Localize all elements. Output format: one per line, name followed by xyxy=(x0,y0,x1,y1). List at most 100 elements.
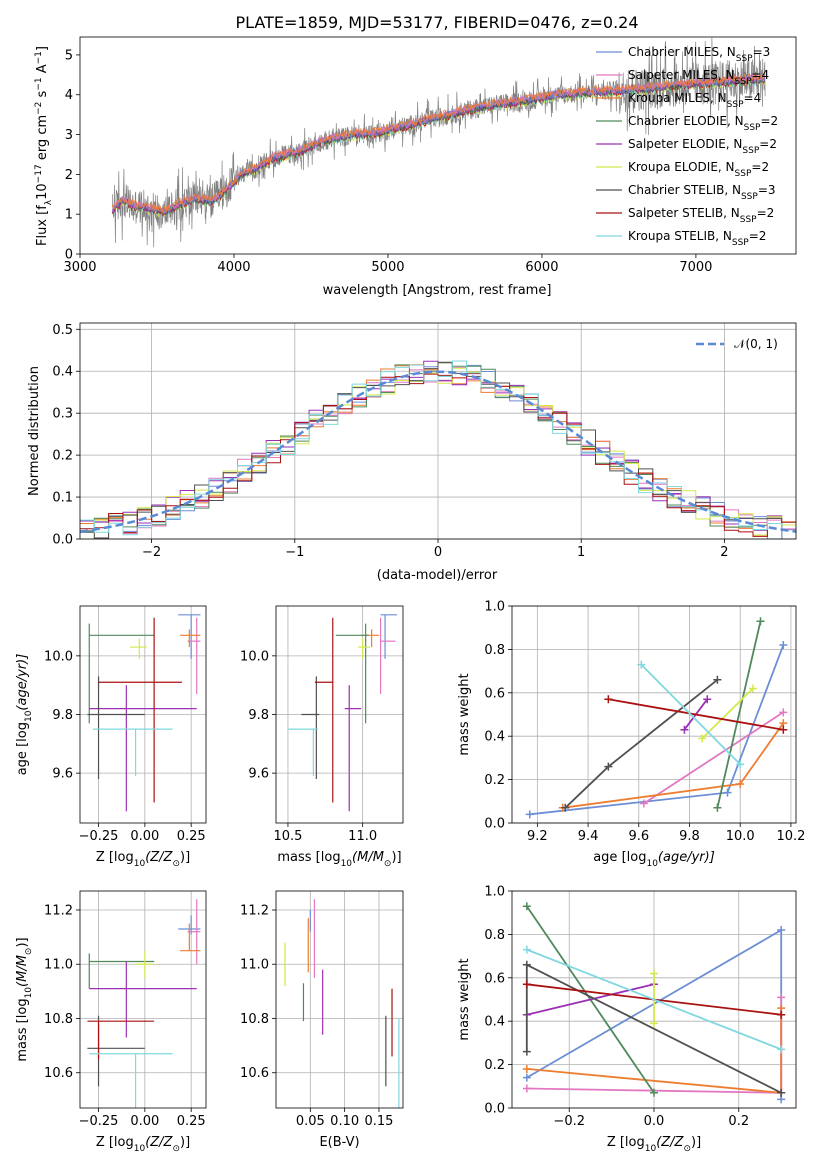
x-tick-label: −1 xyxy=(285,545,304,560)
axes-frame xyxy=(511,890,797,1109)
plot-age-Z xyxy=(87,614,201,812)
legend-entry: Chabrier MILES, NSSP=3 xyxy=(628,45,770,64)
mass-weight-series xyxy=(526,983,655,1016)
plot-massweight-Z xyxy=(522,902,786,1104)
legend-entry: Salpeter MILES, NSSP=4 xyxy=(628,68,769,87)
y-tick-label: 1.0 xyxy=(484,600,505,615)
y-tick-label: 9.8 xyxy=(248,708,269,723)
legend: Chabrier MILES, NSSP=3 Salpeter MILES, NS… xyxy=(596,45,778,248)
y-tick-label: 5 xyxy=(65,48,73,63)
mass-weight-series xyxy=(643,711,784,805)
y-tick-label: 1 xyxy=(65,208,73,223)
plot-residuals xyxy=(80,360,796,539)
y-axis-label: mass weight xyxy=(457,958,472,1040)
legend-entry: Chabrier STELIB, NSSP=3 xyxy=(628,183,776,202)
plot-area xyxy=(80,891,206,1108)
y-tick-label: 9.6 xyxy=(52,767,73,782)
errorbar-point xyxy=(92,728,173,777)
errorbar-point xyxy=(335,623,369,724)
x-tick-label: −0.25 xyxy=(79,1114,119,1129)
y-tick-label: 10.8 xyxy=(44,1012,73,1027)
y-tick-label: 0.0 xyxy=(484,817,505,832)
y-tick-label: 0.6 xyxy=(484,686,505,701)
plot-mass-EBV xyxy=(284,899,400,1108)
y-tick-label: 1.0 xyxy=(484,885,505,900)
plus-marker xyxy=(525,810,534,819)
plus-marker xyxy=(522,1064,531,1073)
y-tick-label: 9.6 xyxy=(248,767,269,782)
y-tick-label: 10.6 xyxy=(240,1066,269,1081)
y-tick-label: 11.0 xyxy=(44,958,73,973)
x-tick-label: 10.5 xyxy=(273,829,302,844)
axes-age-mass: 10.5 11.0 9.6 9.8 10.0 mass [log10(M/M⊙)] xyxy=(240,605,404,869)
x-tick-label: 5000 xyxy=(371,260,404,275)
y-tick-label: 4 xyxy=(65,88,73,103)
plus-marker xyxy=(522,960,531,969)
errorbar-point xyxy=(379,617,396,694)
errorbar-point xyxy=(87,1020,155,1060)
errorbar-point xyxy=(180,923,201,952)
legend-entry: 𝒩(0, 1) xyxy=(734,337,778,351)
axes-frame xyxy=(79,890,207,1109)
errorbar-point xyxy=(89,961,197,1038)
errorbar-point xyxy=(380,614,398,659)
errorbar-point xyxy=(88,623,155,724)
plot-area xyxy=(276,891,403,1108)
plot-area xyxy=(512,606,796,823)
x-axis-label: E(B-V) xyxy=(319,1135,359,1150)
mass-weight-series xyxy=(526,948,782,1051)
y-tick-label: 0.4 xyxy=(484,730,505,745)
y-tick-label: 3 xyxy=(65,128,73,143)
legend-entry: Salpeter STELIB, NSSP=2 xyxy=(628,206,774,225)
x-tick-label: 0.00 xyxy=(130,1114,159,1129)
y-tick-label: 10.6 xyxy=(44,1066,73,1081)
legend-entry: Chabrier ELODIE, NSSP=2 xyxy=(628,114,778,133)
grid xyxy=(276,606,403,823)
errorbar-point xyxy=(135,950,153,978)
plus-marker xyxy=(604,695,613,704)
errorbar-point xyxy=(314,617,334,803)
y-tick-label: 11.2 xyxy=(44,903,73,918)
plus-marker xyxy=(639,799,648,808)
axes-frame xyxy=(79,36,797,255)
x-tick-label: 0.10 xyxy=(330,1114,359,1129)
plot-mass-Z xyxy=(87,899,201,1108)
y-tick-label: 0.5 xyxy=(52,323,73,338)
errorbar-point xyxy=(301,676,320,780)
x-tick-label: 0.25 xyxy=(177,1114,206,1129)
x-tick-label: 0.05 xyxy=(296,1114,325,1129)
y-tick-label: 0.8 xyxy=(484,928,505,943)
plus-marker xyxy=(522,1073,531,1082)
plus-marker xyxy=(756,617,765,626)
y-tick-label: 0.6 xyxy=(484,971,505,986)
x-tick-label: 1 xyxy=(577,545,585,560)
plus-marker xyxy=(650,969,658,978)
y-tick-label: 9.8 xyxy=(52,708,73,723)
axes-frame xyxy=(79,605,207,824)
x-axis-label: mass [log10(M/M⊙)] xyxy=(277,850,401,869)
x-tick-label: 10.0 xyxy=(726,829,755,844)
y-tick-label: 0.1 xyxy=(52,491,73,506)
y-tick-label: 10.0 xyxy=(44,649,73,664)
x-axis-label: Z [log10(Z/Z⊙)] xyxy=(96,1135,190,1154)
plus-marker xyxy=(522,902,531,911)
plus-marker xyxy=(736,760,745,769)
histogram-step-line xyxy=(80,360,796,539)
y-tick-label: 0.2 xyxy=(484,1058,505,1073)
x-tick-label: 0.25 xyxy=(177,829,206,844)
axes-age-Z: −0.25 0.00 0.25 9.6 9.8 10.0 Z [log10(Z/Z⊙)] ag… xyxy=(15,605,207,869)
x-tick-label: 0.15 xyxy=(364,1114,393,1129)
plus-marker xyxy=(777,1045,786,1054)
x-axis-label: Z [log10(Z/Z⊙)] xyxy=(96,850,190,869)
plus-marker xyxy=(779,708,788,717)
plus-marker xyxy=(736,779,745,788)
plus-marker xyxy=(748,684,757,693)
plus-marker xyxy=(777,926,786,935)
axes-frame xyxy=(79,322,797,540)
plot-age-mass xyxy=(287,614,398,812)
plus-marker xyxy=(604,762,613,771)
plus-marker xyxy=(777,993,786,1002)
legend-entry: Kroupa STELIB, NSSP=2 xyxy=(628,229,766,248)
axes-frame xyxy=(511,605,797,824)
plus-marker xyxy=(522,980,531,989)
